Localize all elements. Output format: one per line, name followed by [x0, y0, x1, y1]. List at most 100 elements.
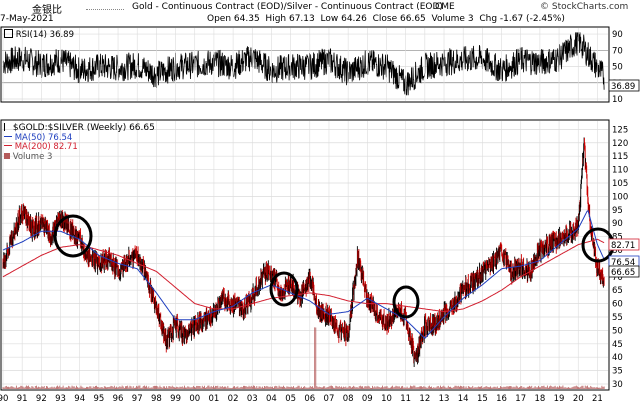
- x-tick-label: 03: [247, 394, 258, 404]
- x-tick-label: 94: [74, 394, 85, 404]
- x-tick-label: 00: [189, 394, 200, 404]
- x-tick-label: 93: [55, 394, 66, 404]
- annotation-circle-2004: [269, 271, 299, 307]
- ma200-legend-label: MA(200) 82.71: [14, 142, 78, 152]
- price-bar-icon: [4, 123, 10, 131]
- rsi-tick-label: 50: [612, 63, 623, 73]
- watermark: © StockCharts.com: [540, 2, 629, 12]
- main-tick-label: 110: [612, 166, 628, 176]
- close-value: 66.65: [400, 14, 426, 24]
- main-tick-label: 105: [612, 179, 628, 189]
- annotation-circle-2011: [392, 285, 420, 319]
- chg-label: Chg: [479, 14, 498, 24]
- main-grid: [2, 28, 608, 389]
- x-tick-label: 97: [132, 394, 143, 404]
- x-tick-label: 90: [0, 394, 8, 404]
- x-tick-label: 14: [458, 394, 469, 404]
- main-tick-label: 80: [612, 246, 623, 256]
- open-value: 64.35: [233, 14, 260, 24]
- main-tick-label: 65: [612, 286, 623, 296]
- ma200-badge-box: [608, 238, 640, 251]
- chg-value: -1.67 (-2.45%): [499, 14, 565, 24]
- main-tick-label: 50: [612, 326, 623, 336]
- price-badge: 66.65: [611, 268, 635, 278]
- main-legend-label: $GOLD:$SILVER (Weekly) 66.65: [12, 123, 155, 133]
- ma50-line: [2, 209, 605, 340]
- low-label: Low: [320, 14, 339, 24]
- rsi-legend-icon: [4, 29, 13, 38]
- main-legend-item: $GOLD:$SILVER (Weekly) 66.65: [4, 123, 155, 134]
- x-tick-label: 95: [93, 394, 104, 404]
- main-tick-label: 100: [612, 192, 628, 202]
- main-tick-label: 55: [612, 313, 623, 323]
- x-tick-label: 98: [151, 394, 162, 404]
- volume-value: 3: [467, 14, 474, 24]
- x-tick-label: 99: [170, 394, 181, 404]
- main-y-axis: 3035404550556065707580859095100105110115…: [612, 125, 628, 390]
- x-tick-label: 06: [304, 394, 315, 404]
- x-tick-label: 18: [534, 394, 545, 404]
- rsi-axis: 1030507090: [612, 30, 623, 105]
- ohlc-row: 7-May-2021 Open 64.35 High 67.13 Low 64.…: [0, 14, 640, 26]
- volume-legend-label: Volume 3: [12, 151, 53, 162]
- main-legend: $GOLD:$SILVER (Weekly) 66.65 MA(50) 76.5…: [4, 123, 155, 162]
- annotation-circle-1993: [53, 214, 93, 258]
- instrument-title: Gold - Continuous Contract (EOD)/Silver …: [132, 2, 443, 12]
- main-tick-label: 115: [612, 152, 628, 162]
- chinese-title: 金银比: [32, 5, 62, 16]
- x-tick-label: 08: [343, 394, 354, 404]
- main-tick-label: 30: [612, 380, 623, 390]
- main-tick-label: 45: [612, 340, 623, 350]
- ohlc-values: Open 64.35 High 67.13 Low 64.26 Close 66…: [207, 14, 565, 24]
- x-tick-label: 91: [17, 394, 28, 404]
- dotted-placeholder: [86, 9, 124, 10]
- rsi-legend: RSI(14) 36.89: [4, 29, 74, 40]
- ma50-legend-icon: [4, 135, 12, 137]
- rsi-line: [2, 32, 605, 96]
- rsi-tick-label: 70: [612, 46, 623, 56]
- ma200-line: [2, 238, 605, 313]
- main-tick-label: 70: [612, 273, 623, 283]
- x-tick-label: 15: [477, 394, 488, 404]
- main-tick-label: 60: [612, 300, 623, 310]
- ma200-badge: 82.71: [611, 241, 635, 251]
- open-label: Open: [207, 14, 232, 24]
- main-tick-label: 120: [612, 139, 628, 149]
- x-tick-label: 17: [515, 394, 526, 404]
- chart-header: 金银比 Gold - Continuous Contract (EOD)/Sil…: [0, 1, 640, 16]
- volume-label: Volume: [431, 14, 465, 24]
- x-tick-label: 01: [209, 394, 220, 404]
- low-value: 64.26: [341, 14, 367, 24]
- x-tick-label: 04: [266, 394, 277, 404]
- rsi-tick-label: 90: [612, 30, 623, 40]
- main-tick-label: 95: [612, 206, 623, 216]
- main-tick-label: 40: [612, 353, 623, 363]
- volume-legend-item: Volume 3: [4, 151, 155, 163]
- ma50-legend-item: MA(50) 76.54: [4, 133, 155, 144]
- x-tick-label: 12: [419, 394, 430, 404]
- x-tick-label: 16: [496, 394, 507, 404]
- x-tick-label: 10: [381, 394, 392, 404]
- x-tick-label: 21: [592, 394, 603, 404]
- rsi-badge: 36.89: [611, 82, 635, 92]
- x-tick-label: 11: [400, 394, 411, 404]
- x-tick-label: 05: [285, 394, 296, 404]
- rsi-badge-box: [608, 79, 640, 92]
- price-bars: [2, 137, 605, 367]
- x-tick-label: 96: [113, 394, 124, 404]
- ma200-legend-item: MA(200) 82.71: [4, 142, 155, 153]
- main-tick-label: 35: [612, 367, 623, 377]
- price-badge-box: [608, 265, 640, 278]
- ma50-badge: 76.54: [611, 258, 635, 268]
- x-tick-label: 07: [324, 394, 335, 404]
- main-tick-label: 85: [612, 233, 623, 243]
- x-tick-label: 92: [36, 394, 47, 404]
- x-tick-label: 02: [228, 394, 239, 404]
- high-value: 67.13: [288, 14, 315, 24]
- close-label: Close: [372, 14, 398, 24]
- main-tick-label: 90: [612, 219, 623, 229]
- exchange-label: CME: [435, 2, 455, 12]
- x-tick-label: 20: [573, 394, 584, 404]
- x-axis: 90 91 92 93 94 95 96 97 98 99 00 01 02 03 04 05 06 07 08 09…: [0, 394, 603, 404]
